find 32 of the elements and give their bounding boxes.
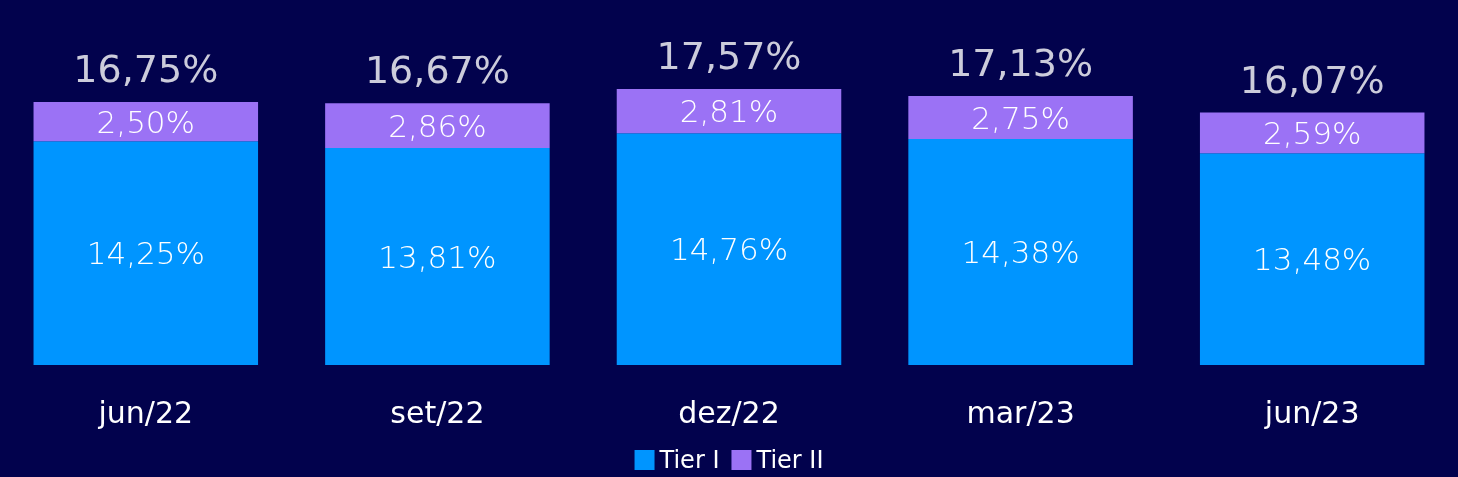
data-label: 2,50%	[96, 103, 196, 140]
data-label: 2,59%	[1262, 114, 1362, 151]
bar	[1199, 112, 1425, 154]
total-label: 16,75%	[73, 46, 219, 91]
bar	[33, 141, 259, 365]
bar	[325, 103, 550, 149]
total-label: 17,57%	[656, 34, 802, 78]
x-tick-label: dez/22	[678, 394, 780, 430]
data-label: 13,48%	[1253, 241, 1372, 278]
x-tick-label: jun/23	[1263, 394, 1360, 430]
bar	[616, 89, 842, 134]
x-tick-label: set/22	[390, 394, 485, 430]
bar	[908, 139, 1133, 365]
total-label: 17,13%	[948, 40, 1094, 85]
bar	[1199, 153, 1425, 365]
data-label: 14,38%	[961, 234, 1080, 271]
data-label: 2,75%	[971, 99, 1070, 136]
data-label: 13,81%	[378, 238, 497, 275]
total-label: 16,07%	[1239, 57, 1385, 102]
total-label: 16,67%	[364, 48, 510, 93]
data-label: 2,86%	[388, 107, 487, 144]
x-tick-label: jun/22	[97, 394, 194, 430]
bar	[325, 148, 550, 365]
data-label: 14,76%	[669, 231, 789, 268]
bar	[908, 95, 1133, 140]
bar	[616, 133, 842, 365]
x-tick-label: mar/23	[966, 394, 1075, 430]
legend-label: Tier II	[755, 446, 824, 474]
data-label: 2,81%	[679, 93, 779, 130]
data-label: 14,25%	[86, 235, 205, 272]
bar	[33, 101, 259, 142]
legend-label: Tier I	[658, 446, 720, 474]
